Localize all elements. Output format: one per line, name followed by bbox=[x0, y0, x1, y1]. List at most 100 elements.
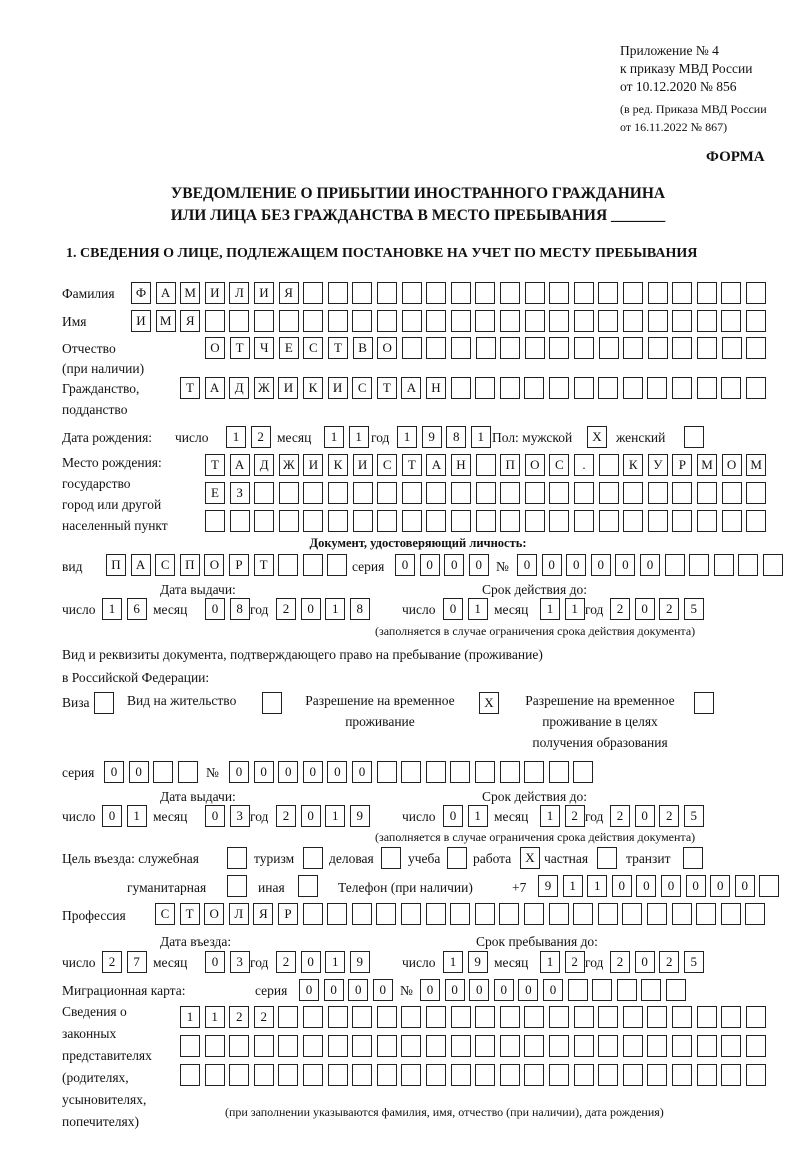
char-box[interactable] bbox=[401, 282, 422, 304]
char-box[interactable] bbox=[622, 1006, 643, 1028]
char-box[interactable]: Ж bbox=[278, 454, 299, 476]
char-box[interactable] bbox=[426, 337, 447, 359]
char-box[interactable] bbox=[401, 310, 422, 332]
char-box[interactable]: 1 bbox=[540, 598, 560, 620]
char-box[interactable] bbox=[549, 1006, 569, 1028]
char-box[interactable]: 0 bbox=[636, 875, 657, 897]
char-box[interactable] bbox=[745, 1006, 766, 1028]
char-box[interactable] bbox=[598, 510, 619, 532]
work-checkbox[interactable]: X bbox=[520, 847, 545, 869]
char-box[interactable]: 0 bbox=[634, 598, 655, 620]
char-box[interactable] bbox=[721, 1006, 742, 1028]
char-box[interactable] bbox=[713, 554, 734, 576]
char-box[interactable]: У bbox=[647, 454, 668, 476]
char-box[interactable]: 0 bbox=[468, 554, 489, 576]
char-box[interactable] bbox=[672, 1064, 692, 1086]
char-box[interactable]: 0 bbox=[205, 805, 225, 827]
char-box[interactable] bbox=[592, 979, 613, 1001]
char-box[interactable]: Ч bbox=[254, 337, 275, 359]
char-box[interactable] bbox=[401, 1006, 422, 1028]
char-box[interactable] bbox=[303, 282, 324, 304]
char-box[interactable] bbox=[524, 761, 545, 783]
char-box[interactable] bbox=[524, 1064, 545, 1086]
char-box[interactable] bbox=[598, 337, 619, 359]
char-box[interactable] bbox=[278, 1064, 299, 1086]
char-box[interactable] bbox=[377, 282, 397, 304]
char-box[interactable]: Л bbox=[229, 282, 250, 304]
char-box[interactable]: О bbox=[377, 337, 398, 359]
char-box[interactable] bbox=[450, 1035, 471, 1057]
char-box[interactable] bbox=[647, 310, 668, 332]
char-box[interactable] bbox=[474, 903, 495, 925]
char-box[interactable]: Р bbox=[672, 454, 693, 476]
char-box[interactable] bbox=[745, 1064, 766, 1086]
char-box[interactable] bbox=[672, 1035, 692, 1057]
char-box[interactable] bbox=[524, 482, 545, 504]
char-box[interactable]: Т bbox=[205, 454, 225, 476]
char-box[interactable]: 3 bbox=[229, 805, 250, 827]
char-box[interactable] bbox=[721, 310, 742, 332]
char-box[interactable]: 1 bbox=[443, 951, 463, 973]
char-box[interactable] bbox=[278, 1035, 299, 1057]
char-box[interactable] bbox=[696, 282, 717, 304]
char-box[interactable] bbox=[229, 310, 250, 332]
char-box[interactable] bbox=[475, 377, 496, 399]
char-box[interactable] bbox=[302, 903, 323, 925]
char-box[interactable]: Н bbox=[426, 377, 446, 399]
char-box[interactable]: Я bbox=[253, 903, 274, 925]
char-box[interactable] bbox=[425, 761, 446, 783]
char-box[interactable] bbox=[647, 1064, 668, 1086]
char-box[interactable] bbox=[327, 1035, 348, 1057]
char-box[interactable]: 0 bbox=[205, 598, 225, 620]
char-box[interactable] bbox=[574, 482, 594, 504]
char-box[interactable] bbox=[763, 554, 783, 576]
char-box[interactable]: 0 bbox=[300, 598, 321, 620]
char-box[interactable] bbox=[524, 1035, 545, 1057]
char-box[interactable] bbox=[303, 310, 324, 332]
char-box[interactable] bbox=[696, 903, 717, 925]
char-box[interactable] bbox=[524, 377, 545, 399]
char-box[interactable] bbox=[671, 903, 692, 925]
char-box[interactable]: 0 bbox=[300, 951, 321, 973]
char-box[interactable] bbox=[574, 337, 594, 359]
char-box[interactable] bbox=[450, 761, 471, 783]
char-box[interactable] bbox=[647, 1035, 668, 1057]
char-box[interactable] bbox=[573, 282, 594, 304]
char-box[interactable] bbox=[746, 282, 766, 304]
char-box[interactable]: 8 bbox=[349, 598, 370, 620]
char-box[interactable]: 1 bbox=[348, 426, 369, 448]
char-box[interactable]: 0 bbox=[352, 761, 372, 783]
char-box[interactable]: И bbox=[204, 282, 225, 304]
char-box[interactable]: 0 bbox=[102, 805, 122, 827]
char-box[interactable]: 2 bbox=[276, 951, 296, 973]
char-box[interactable]: 0 bbox=[323, 979, 344, 1001]
char-box[interactable] bbox=[598, 482, 619, 504]
study-checkbox[interactable] bbox=[447, 847, 472, 869]
char-box[interactable] bbox=[524, 337, 545, 359]
char-box[interactable]: 0 bbox=[734, 875, 755, 897]
char-box[interactable]: 1 bbox=[467, 598, 488, 620]
char-box[interactable]: Т bbox=[179, 903, 200, 925]
char-box[interactable]: Ф bbox=[131, 282, 151, 304]
char-box[interactable]: Р bbox=[229, 554, 249, 576]
char-box[interactable] bbox=[598, 310, 619, 332]
representatives-field-2[interactable] bbox=[180, 1035, 770, 1057]
char-box[interactable] bbox=[524, 310, 545, 332]
char-box[interactable]: 0 bbox=[543, 979, 563, 1001]
char-box[interactable] bbox=[401, 337, 422, 359]
char-box[interactable] bbox=[689, 554, 710, 576]
char-box[interactable] bbox=[524, 282, 545, 304]
residence-checkbox[interactable] bbox=[262, 692, 287, 714]
char-box[interactable]: X bbox=[587, 426, 607, 448]
char-box[interactable]: О bbox=[204, 903, 225, 925]
char-box[interactable] bbox=[622, 377, 643, 399]
char-box[interactable] bbox=[303, 847, 323, 869]
char-box[interactable] bbox=[352, 510, 373, 532]
